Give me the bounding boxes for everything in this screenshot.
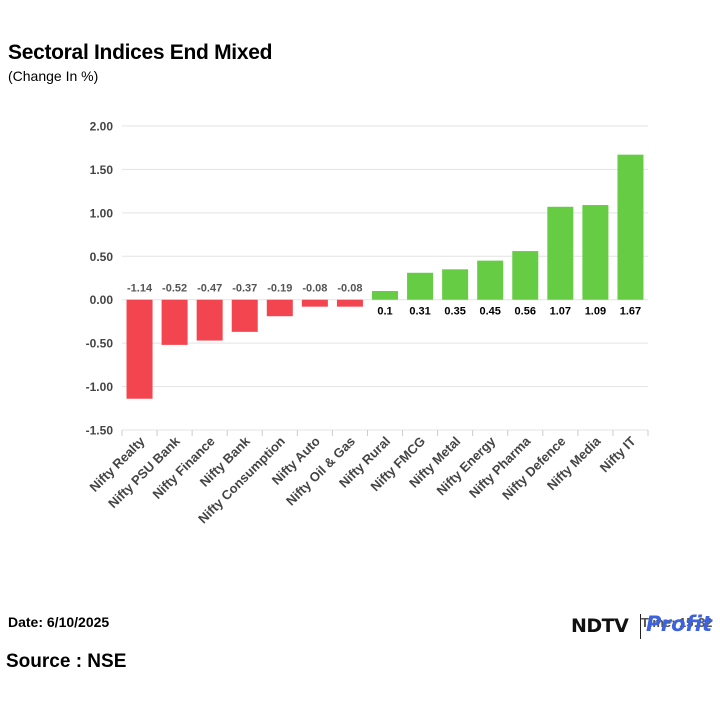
source-label: Source : NSE: [6, 651, 127, 672]
data-label: 1.07: [550, 306, 571, 318]
bar: [336, 299, 363, 307]
logo-ndtv-text: NDTV: [571, 615, 629, 637]
logo-profit-text: Profit: [646, 612, 713, 636]
data-label: 0.56: [515, 306, 536, 318]
time-label: Time: 15:32: [641, 615, 713, 630]
bar: [617, 154, 644, 300]
data-label: -0.08: [337, 283, 362, 295]
data-label: 0.45: [479, 306, 500, 318]
data-label: -0.47: [197, 283, 222, 295]
x-tick-label: Nifty IT: [597, 433, 639, 475]
data-label: 1.67: [620, 306, 641, 318]
bar: [301, 299, 328, 307]
bar: [161, 299, 188, 345]
data-label: -0.37: [232, 283, 257, 295]
y-tick-label: 0.00: [90, 293, 114, 307]
bar: [582, 205, 609, 300]
data-label: -0.08: [302, 283, 327, 295]
data-label: 0.1: [377, 306, 392, 318]
y-tick-label: 2.00: [90, 120, 114, 134]
bar: [442, 269, 469, 300]
date-label: Date: 6/10/2025: [8, 614, 110, 630]
data-label: 0.35: [444, 306, 465, 318]
bar: [196, 299, 223, 341]
y-tick-label: 0.50: [90, 250, 114, 264]
y-tick-label: -1.50: [86, 424, 114, 438]
bar: [407, 272, 434, 300]
data-label: -0.19: [267, 283, 292, 295]
bar: [547, 206, 574, 300]
y-axis-ticks: 2.00 1.50 1.00 0.50 0.00 -0.50 -1.00 -1.50: [86, 120, 114, 438]
data-label: -0.52: [162, 283, 187, 295]
data-label: 1.09: [585, 306, 606, 318]
chart-subtitle: (Change In %): [8, 68, 99, 84]
bar: [266, 299, 293, 317]
bar: [372, 291, 398, 300]
data-label: 0.31: [409, 306, 430, 318]
data-label-layer: -1.14 -0.52 -0.47 -0.37 -0.19 -0.08 -0.08 0.1 0.…: [127, 283, 641, 318]
bar: [231, 299, 258, 332]
ndtv-profit-logo: Time: 15:32 NDTV Profit: [571, 612, 716, 642]
y-tick-label: -1.00: [86, 380, 114, 394]
y-tick-label: 1.50: [90, 163, 114, 177]
bar: [512, 251, 539, 300]
logo-separator: [640, 614, 641, 639]
data-label: -1.14: [127, 283, 153, 295]
y-tick-label: 1.00: [90, 206, 114, 220]
bar: [477, 260, 504, 300]
chart-title: Sectoral Indices End Mixed: [8, 41, 273, 64]
bar-layer: [126, 154, 644, 399]
bar: [126, 299, 153, 399]
y-tick-label: -0.50: [86, 337, 114, 351]
